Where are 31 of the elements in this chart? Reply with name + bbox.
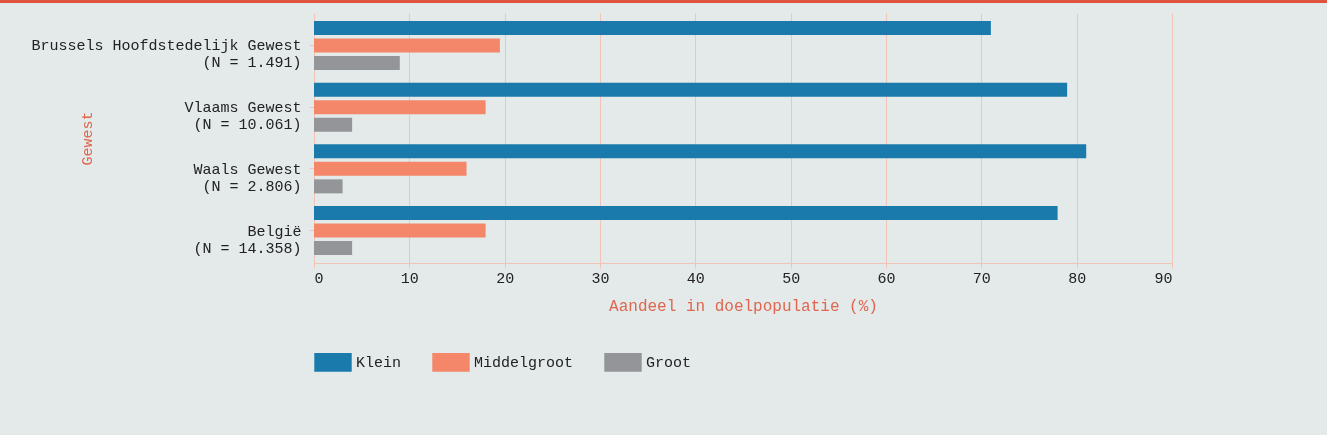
y-tick-label: België (N = 14.358) (193, 223, 302, 258)
x-axis-title: Aandeel in doelpopulatie (%) (609, 297, 878, 316)
bar (314, 100, 486, 115)
y-tick-label: Waals Gewest (N = 2.806) (193, 161, 302, 196)
bar (314, 82, 1068, 97)
bar (314, 161, 467, 176)
x-tick-label: 40 (686, 270, 705, 288)
bar (314, 38, 500, 53)
bar (314, 117, 353, 132)
x-tick-label: 80 (1068, 270, 1087, 288)
bar (314, 179, 343, 194)
bar (314, 206, 1058, 221)
x-tick-label: 70 (972, 270, 991, 288)
x-tick-label: 30 (591, 270, 610, 288)
y-tick-label: Brussels Hoofdstedelijk Gewest (N = 1.491) (31, 38, 302, 73)
bar (314, 55, 400, 70)
bar (314, 144, 1087, 159)
x-tick-label: 20 (496, 270, 515, 288)
x-tick-label: 60 (877, 270, 896, 288)
x-tick-label: 50 (782, 270, 801, 288)
x-tick-label: 10 (400, 270, 419, 288)
x-tick-label: 90 (1154, 270, 1173, 288)
legend-label: Groot (646, 355, 692, 373)
bar (314, 20, 991, 35)
bar (314, 223, 486, 238)
legend-label: Middelgroot (474, 355, 574, 373)
x-tick-label: 0 (314, 270, 324, 288)
y-tick-label: Vlaams Gewest (N = 10.061) (184, 100, 302, 135)
bar (314, 241, 353, 256)
legend-label: Klein (356, 355, 402, 373)
y-axis-title: Gewest (79, 111, 97, 166)
